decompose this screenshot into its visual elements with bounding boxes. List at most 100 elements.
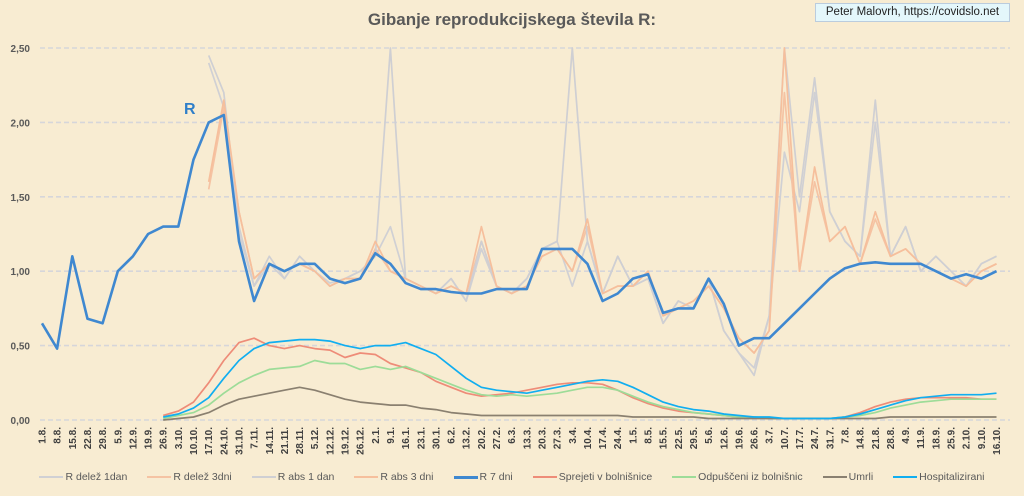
series-umrli (163, 386, 997, 421)
legend-item: Odpuščeni iz bolnišnic (672, 471, 803, 483)
legend-item: R 7 dni (453, 471, 513, 483)
x-tick-label: 31.10. (234, 427, 245, 455)
x-tick-label: 17.10. (204, 427, 215, 455)
x-tick-label: 10.4. (583, 427, 594, 449)
x-tick-label: 22.5. (674, 427, 685, 449)
legend-swatch (453, 475, 478, 479)
x-tick-label: 19.12. (341, 427, 352, 455)
legend-swatch (672, 476, 697, 478)
x-tick-label: 29.8. (98, 427, 109, 449)
x-tick-label: 25.9. (947, 427, 958, 449)
x-tick-label: 3.7. (765, 427, 776, 444)
x-tick-label: 26.6. (750, 427, 761, 449)
series-r-dele-1dan (207, 62, 997, 369)
legend-item: Hospitalizirani (893, 471, 985, 483)
legend-swatch (822, 476, 847, 478)
legend-swatch (39, 476, 64, 478)
x-tick-label: 14.8. (856, 427, 867, 449)
series-r-abs-1-dan (207, 47, 997, 377)
x-tick-label: 26.9. (159, 427, 170, 449)
x-tick-label: 5.6. (704, 427, 715, 444)
x-tick-label: 28.11. (295, 427, 306, 454)
x-tick-label: 24.4. (613, 427, 624, 449)
x-tick-label: 20.2. (477, 427, 488, 449)
legend-label: R 7 dni (479, 471, 513, 483)
x-tick-label: 21.11. (280, 427, 291, 454)
legend-swatch (893, 476, 918, 478)
legend-swatch (251, 476, 276, 478)
legend-label: R delež 1dan (65, 471, 128, 483)
gridlines (40, 47, 1010, 421)
legend-label: Hospitalizirani (919, 471, 985, 483)
x-tick-label: 7.11. (250, 427, 261, 449)
series-r-abs-3-dni (207, 47, 997, 354)
legend-label: Odpuščeni iz bolnišnic (698, 471, 803, 483)
x-tick-label: 12.6. (719, 427, 730, 449)
x-tick-label: 16.10. (992, 427, 1003, 455)
chart-title: Gibanje reprodukcijskega števila R: (367, 10, 657, 29)
x-tick-label: 24.7. (810, 427, 821, 449)
x-tick-label: 31.7. (825, 427, 836, 449)
y-tick-label: 0,00 (11, 416, 31, 427)
x-tick-label: 20.3. (537, 427, 548, 449)
x-tick-label: 17.7. (795, 427, 806, 449)
x-tick-label: 30.1. (431, 427, 442, 449)
y-tick-label: 2,50 (11, 44, 31, 55)
x-tick-label: 13.3. (522, 427, 533, 449)
legend-swatch (354, 476, 379, 478)
x-tick-label: 7.8. (840, 427, 851, 444)
legend-item: Sprejeti v bolnišnice (532, 471, 653, 483)
x-tick-label: 12.9. (128, 427, 139, 449)
x-tick-label: 29.5. (689, 427, 700, 449)
x-tick-label: 6.3. (507, 427, 518, 444)
x-tick-label: 8.5. (644, 427, 655, 444)
x-tick-label: 12.12. (325, 427, 336, 455)
x-tick-label: 10.10. (189, 427, 200, 455)
x-tick-label: 14.11. (265, 427, 276, 454)
y-tick-label: 2,00 (11, 118, 31, 129)
x-tick-label: 3.10. (174, 427, 185, 449)
x-tick-label: 24.10. (219, 427, 230, 455)
credit-box: Peter Malovrh, https://covidslo.net (815, 3, 1010, 22)
legend-item: R delež 1dan (39, 471, 127, 483)
x-tick-label: 2.10. (962, 427, 973, 449)
series-lines (40, 47, 998, 421)
legend-label: R delež 3dni (173, 471, 232, 483)
x-tick-label: 19.6. (734, 427, 745, 449)
x-tick-label: 15.8. (68, 427, 79, 449)
y-tick-label: 1,00 (11, 267, 31, 278)
x-tick-label: 22.8. (83, 427, 94, 449)
x-tick-label: 1.5. (628, 427, 639, 444)
x-axis: 1.8. 8.8. 15.8. 22.8. 29.8. 5.9. 12.9. 19.9. 26.… (38, 427, 1003, 455)
x-tick-label: 2.1. (371, 427, 382, 444)
x-tick-label: 28.8. (886, 427, 897, 449)
x-tick-label: 13.2. (462, 427, 473, 449)
x-tick-label: 26.12. (356, 427, 367, 455)
x-tick-label: 16.1. (401, 427, 412, 449)
r-annotation: R (184, 101, 196, 118)
series-hospitalizirani (163, 338, 997, 420)
x-tick-label: 4.9. (901, 427, 912, 444)
x-tick-label: 17.4. (598, 427, 609, 449)
legend-item: R abs 1 dan (251, 471, 335, 483)
x-tick-label: 5.9. (113, 427, 124, 444)
y-tick-label: 0,50 (11, 342, 31, 353)
legend-item: Umrli (822, 471, 873, 483)
series-sprejeti-v-bolni-nice (162, 337, 997, 420)
x-tick-label: 27.2. (492, 427, 503, 449)
x-tick-label: 9.10. (977, 427, 988, 449)
series-r-7-dni (40, 113, 998, 350)
x-tick-label: 6.2. (447, 427, 458, 444)
legend-item: R abs 3 dni (354, 471, 434, 483)
x-tick-label: 21.8. (871, 427, 882, 449)
legend-label: R abs 3 dni (380, 471, 434, 483)
x-tick-label: 10.7. (780, 427, 791, 449)
x-tick-label: 27.3. (553, 427, 564, 449)
legend-label: Sprejeti v bolnišnice (558, 471, 653, 483)
x-tick-label: 1.8. (38, 427, 49, 444)
x-tick-label: 11.9. (916, 427, 927, 449)
x-tick-label: 3.4. (568, 427, 579, 444)
x-tick-label: 5.12. (310, 427, 321, 449)
legend-label: R abs 1 dan (277, 471, 335, 483)
